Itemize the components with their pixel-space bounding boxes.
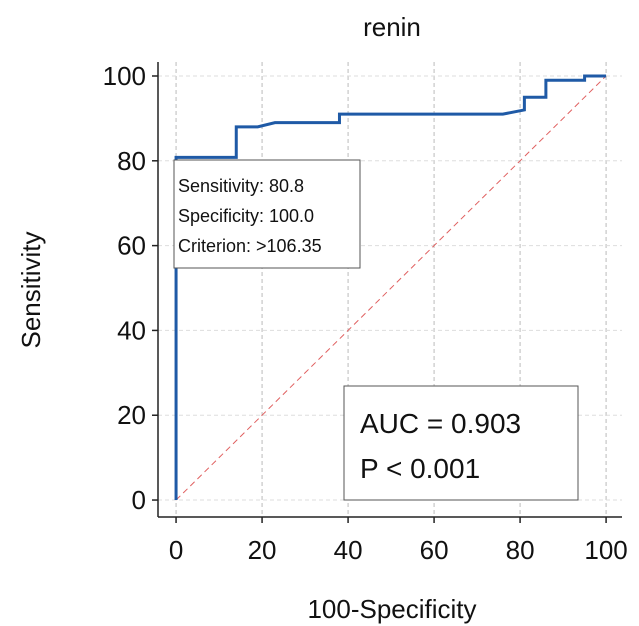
annotation-box — [173, 159, 361, 269]
annotation-box — [343, 385, 579, 501]
annotation-text: Specificity: 100.0 — [178, 206, 314, 226]
y-tick-label: 100 — [103, 61, 146, 91]
annotation-text: P < 0.001 — [360, 453, 480, 484]
reference-line — [175, 75, 607, 501]
annotation-text: AUC = 0.903 — [360, 408, 521, 439]
x-tick-label: 40 — [334, 535, 363, 565]
roc-curve — [174, 74, 607, 501]
annotation-text: Sensitivity: 80.8 — [178, 176, 304, 196]
y-tick-label: 40 — [117, 315, 146, 345]
x-axis-label: 100-Specificity — [307, 594, 476, 624]
x-tick-label: 20 — [248, 535, 277, 565]
annotation-text: Criterion: >106.35 — [178, 236, 322, 256]
y-tick-label: 0 — [132, 485, 146, 515]
y-tick-label: 20 — [117, 400, 146, 430]
y-tick-label: 60 — [117, 231, 146, 261]
chart-title: renin — [363, 12, 421, 42]
y-tick-label: 80 — [117, 146, 146, 176]
x-tick-label: 80 — [506, 535, 535, 565]
x-tick-label: 60 — [420, 535, 449, 565]
x-tick-label: 100 — [584, 535, 627, 565]
x-tick-label: 0 — [169, 535, 183, 565]
y-axis-label: Sensitivity — [16, 231, 46, 348]
